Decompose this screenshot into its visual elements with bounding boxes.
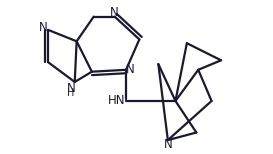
Text: N: N xyxy=(67,82,75,95)
Text: H: H xyxy=(67,88,75,98)
Text: N: N xyxy=(38,22,47,34)
Text: N: N xyxy=(110,6,119,18)
Text: N: N xyxy=(126,63,135,76)
Text: N: N xyxy=(164,138,172,151)
Text: HN: HN xyxy=(108,94,125,107)
